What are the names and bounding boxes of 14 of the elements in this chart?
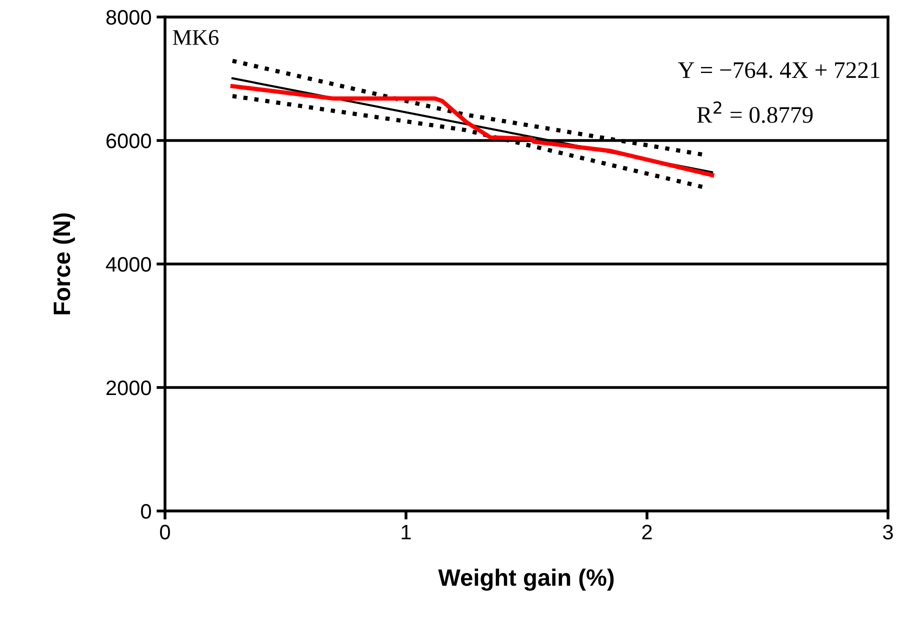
- y-tick-label: 0: [141, 504, 151, 519]
- annotation: R$^{2}$ = 0.8779: [697, 101, 813, 124]
- y-tick-label: 4000: [106, 257, 151, 272]
- x-tick-label: 3: [883, 524, 893, 540]
- x-axis-title: Weight gain (%): [438, 568, 614, 591]
- x-tick-label: 0: [160, 524, 170, 540]
- annotation: Y = −764. 4X + 7221: [678, 62, 880, 78]
- y-tick-label: 6000: [106, 134, 151, 148]
- y-tick-label: 2000: [106, 380, 151, 396]
- y-tick-label: 8000: [106, 10, 151, 25]
- annotation: MK6: [172, 30, 218, 45]
- y-axis-title: Force (N): [52, 213, 75, 314]
- x-tick-label: 2: [642, 524, 652, 540]
- x-tick-label: 1: [402, 524, 411, 540]
